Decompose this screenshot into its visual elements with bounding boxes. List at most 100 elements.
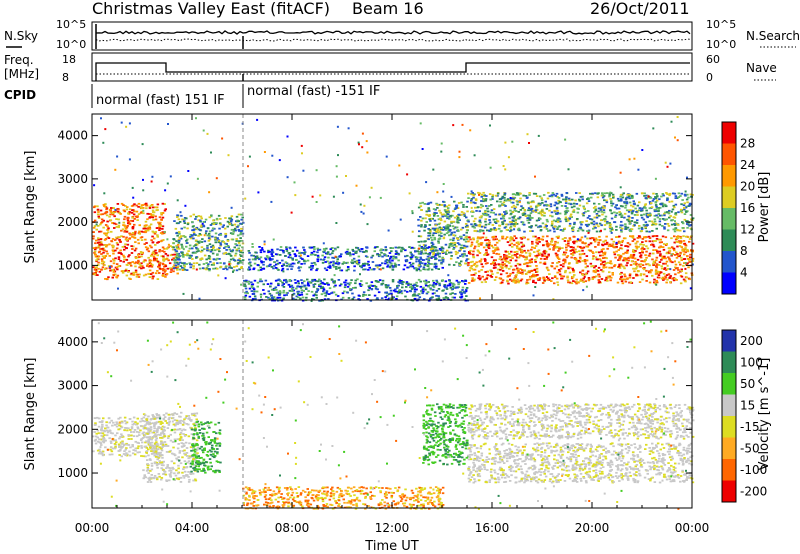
echo-cell (555, 207, 559, 210)
echo-cell (435, 294, 438, 297)
echo-cell (260, 296, 262, 298)
echo-cell (373, 250, 376, 253)
echo-cell (440, 213, 444, 216)
echo-cell (163, 250, 166, 253)
echo-cell (581, 247, 584, 250)
echo-cell (103, 268, 107, 270)
echo-cell (421, 288, 425, 291)
echo-cell (559, 267, 563, 270)
echo-cell (543, 261, 547, 264)
echo-cell (484, 226, 487, 229)
echo-cell (632, 255, 635, 258)
echo-cell (513, 235, 516, 238)
echo-cell (527, 202, 530, 205)
echo-cell (238, 244, 241, 247)
echo-cell (125, 208, 129, 211)
echo-cell (200, 224, 204, 227)
echo-cell (252, 293, 256, 295)
echo-cell (648, 240, 651, 243)
echo-cell (516, 228, 520, 231)
echo-cell (641, 241, 644, 243)
echo-cell (569, 203, 573, 206)
echo-cell (438, 234, 441, 237)
echo-cell (455, 204, 459, 207)
echo-cell (146, 227, 150, 230)
echo-cell (461, 280, 464, 282)
echo-cell (288, 265, 291, 268)
echo-cell (275, 289, 278, 291)
echo-cell (684, 280, 687, 283)
echo-cell (606, 275, 610, 278)
echo-cell (581, 253, 584, 255)
echo-cell (536, 278, 540, 280)
echo-cell (356, 278, 359, 281)
echo-cell (239, 233, 242, 236)
echo-cell (503, 226, 507, 229)
echo-cell (592, 257, 594, 260)
echo-cell (475, 224, 478, 227)
echo-cell (552, 298, 555, 301)
echo-cell (631, 257, 635, 259)
echo-cell (538, 204, 542, 206)
echo-cell (148, 207, 152, 209)
echo-cell (608, 195, 611, 198)
echo-cell (129, 278, 132, 280)
echo-cell (238, 257, 241, 260)
echo-cell (538, 277, 542, 279)
echo-cell (298, 269, 301, 272)
echo-cell (499, 277, 503, 280)
echo-cell (498, 258, 502, 260)
echo-cell (491, 262, 495, 265)
echo-cell (617, 265, 621, 268)
echo-cell (379, 249, 382, 252)
echo-cell (605, 278, 608, 280)
echo-cell (315, 294, 318, 297)
echo-cell (581, 260, 584, 262)
echo-cell (334, 262, 338, 265)
echo-cell (202, 263, 206, 265)
echo-cell (472, 194, 475, 197)
echo-cell (489, 198, 492, 201)
echo-cell (686, 226, 689, 229)
echo-cell (145, 204, 148, 207)
echo-cell (185, 239, 188, 242)
echo-cell (613, 264, 617, 266)
echo-cell (391, 279, 395, 281)
echo-cell (620, 230, 623, 233)
echo-cell (467, 192, 470, 195)
echo-cell (519, 268, 522, 270)
echo-cell (655, 227, 658, 230)
echo-cell (562, 275, 566, 278)
echo-cell (319, 258, 322, 261)
echo-cell (377, 291, 381, 294)
echo-cell (689, 253, 692, 256)
echo-cell (579, 247, 583, 250)
echo-cell (416, 250, 419, 253)
echo-cell (584, 262, 587, 265)
echo-cell (210, 246, 213, 248)
echo-cell (98, 230, 101, 233)
echo-cell (96, 257, 99, 260)
echo-cell (440, 259, 443, 262)
echo-cell (548, 195, 552, 198)
echo-cell (269, 285, 272, 288)
echo-cell (438, 252, 441, 255)
echo-cell (558, 273, 562, 276)
echo-cell (408, 246, 411, 248)
echo-cell (185, 245, 188, 248)
echo-cell (682, 258, 686, 260)
echo-cell (94, 273, 98, 276)
echo-cell (173, 253, 176, 256)
echo-cell (273, 288, 277, 291)
echo-cell (134, 241, 137, 243)
echo-cell (522, 194, 525, 197)
echo-cell (277, 278, 281, 281)
echo-cell (431, 255, 434, 258)
echo-cell (513, 243, 516, 246)
echo-cell (151, 264, 154, 266)
echo-cell (629, 255, 633, 258)
echo-cell (272, 238, 275, 241)
echo-cell (234, 252, 238, 255)
echo-cell (491, 198, 494, 200)
